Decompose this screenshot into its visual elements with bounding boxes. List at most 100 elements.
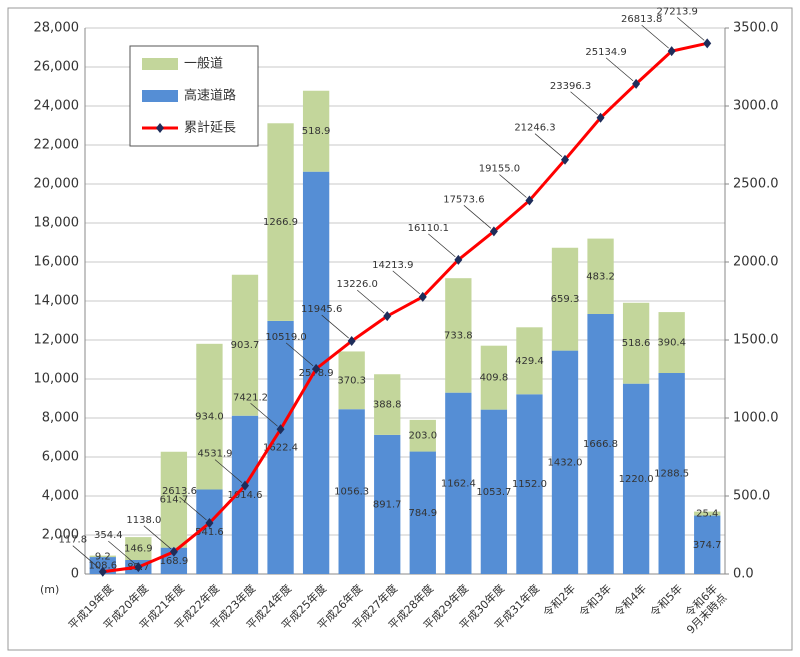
bar-label: 541.6 <box>195 527 224 538</box>
bar <box>267 320 294 574</box>
y-tick-label: 22,000 <box>34 138 80 153</box>
y-tick-label: 24,000 <box>34 99 80 114</box>
point-label: 1138.0 <box>126 515 161 526</box>
bar-label: 203.0 <box>408 431 437 442</box>
bar-label: 108.6 <box>88 561 117 572</box>
y-tick-label: 6,000 <box>42 450 79 465</box>
leader-line <box>641 24 669 49</box>
leader-line <box>499 174 527 198</box>
marker <box>454 254 463 265</box>
bar <box>480 345 508 410</box>
bar <box>622 302 650 384</box>
point-label: 16110.1 <box>408 223 449 234</box>
point-label: 25134.9 <box>585 47 626 58</box>
bar-label: 518.9 <box>302 126 331 137</box>
bar <box>231 274 259 416</box>
bar-label: 1152.0 <box>512 479 547 490</box>
bar-label: 614.7 <box>160 495 189 506</box>
legend-label: 累計延長 <box>184 120 236 136</box>
y2-tick-label: 1500.0 <box>733 333 779 348</box>
bar-label: 483.2 <box>586 271 615 282</box>
bar <box>551 247 579 351</box>
leader-line <box>605 57 634 82</box>
bar <box>587 238 614 314</box>
marker <box>169 546 178 557</box>
point-label: 14213.9 <box>372 260 413 271</box>
marker <box>667 46 676 57</box>
y2-tick-label: 0.0 <box>733 567 754 582</box>
bar-label: 390.4 <box>657 338 686 349</box>
bar-label: 903.7 <box>231 340 260 351</box>
y2-tick-label: 3500.0 <box>733 21 779 36</box>
point-label: 13226.0 <box>337 279 378 290</box>
marker <box>347 336 356 347</box>
point-label: 11945.6 <box>301 304 342 315</box>
point-label: 7421.2 <box>233 392 268 403</box>
leader-line <box>285 342 314 367</box>
legend-swatch <box>142 58 178 70</box>
y-tick-label: 2,000 <box>42 528 79 543</box>
point-label: 117.8 <box>58 535 87 546</box>
leader-line <box>143 525 172 550</box>
y2-tick-label: 2000.0 <box>733 255 779 270</box>
point-label: 23396.3 <box>550 81 591 92</box>
point-label: 19155.0 <box>479 163 520 174</box>
leader-line <box>392 270 421 295</box>
bar <box>125 537 152 561</box>
bar-label: 374.7 <box>693 540 722 551</box>
bar <box>409 451 436 574</box>
y2-tick-label: 3000.0 <box>733 99 779 114</box>
legend-label: 高速道路 <box>184 88 236 104</box>
bar <box>374 374 401 435</box>
bar-label: 388.8 <box>373 400 402 411</box>
bar-label: 409.8 <box>480 373 509 384</box>
marker <box>561 154 569 165</box>
bar-label: 891.7 <box>373 499 402 510</box>
bar-label: 168.9 <box>160 556 189 567</box>
y-tick-label: 14,000 <box>34 294 80 309</box>
marker <box>276 424 285 435</box>
leader-line <box>676 17 705 41</box>
bar <box>694 515 721 574</box>
y-tick-label: 8,000 <box>42 411 79 426</box>
bar-label: 9.2 <box>95 551 111 562</box>
bar <box>658 372 685 574</box>
bar <box>409 419 436 452</box>
bar <box>338 351 365 410</box>
point-label: 354.4 <box>94 530 123 541</box>
bar <box>196 343 223 490</box>
y-tick-label: 28,000 <box>34 21 80 36</box>
marker <box>241 480 249 491</box>
marker <box>632 78 641 89</box>
legend-marker <box>156 123 164 133</box>
bar <box>587 313 614 574</box>
y-tick-label: 20,000 <box>34 177 80 192</box>
point-label: 10519.0 <box>265 332 306 343</box>
bar <box>89 555 116 558</box>
bar <box>694 511 721 516</box>
leader-line <box>72 545 101 569</box>
point-label: 26813.8 <box>621 14 662 25</box>
bar-label: 1014.6 <box>228 490 263 501</box>
bar-label: 1666.8 <box>583 439 618 450</box>
y-tick-label: 26,000 <box>34 60 80 75</box>
bar-label: 1288.5 <box>654 468 689 479</box>
bar-label: 659.3 <box>551 294 580 305</box>
bar <box>658 312 685 373</box>
bar-label: 733.8 <box>444 330 473 341</box>
bar <box>516 394 543 574</box>
bar-label: 429.4 <box>515 356 544 367</box>
point-label: 21246.3 <box>514 123 555 134</box>
y-unit: (m) <box>40 583 59 596</box>
leader-line <box>356 289 385 314</box>
bar-label: 25.4 <box>696 509 718 520</box>
bar-label: 1220.0 <box>619 474 654 485</box>
bar <box>622 383 650 574</box>
leader-line <box>321 314 349 339</box>
y2-tick-label: 1000.0 <box>733 411 779 426</box>
marker <box>134 562 143 573</box>
y-tick-label: 0 <box>71 567 79 582</box>
y-tick-label: 10,000 <box>34 372 80 387</box>
legend-label: 一般道 <box>184 56 223 72</box>
